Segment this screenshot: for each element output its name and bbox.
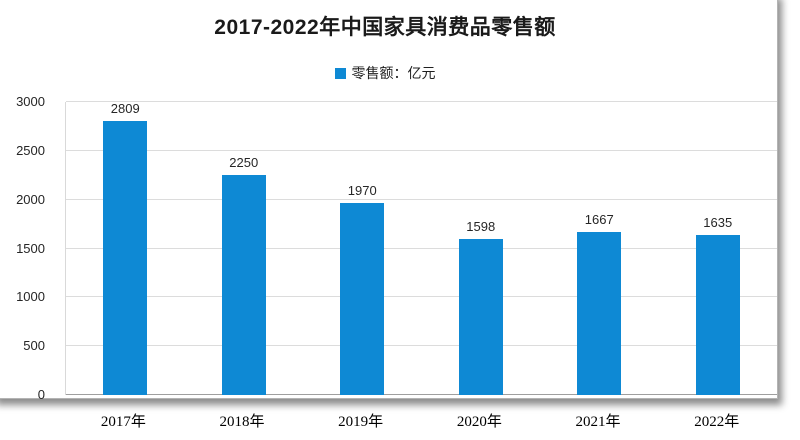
- x-tick-label: 2019年: [338, 414, 384, 430]
- y-axis-labels: 0 500 1000 1500 2000 2500 3000: [0, 94, 57, 402]
- x-axis-labels: 2017年 2018年 2019年 2020年 2021年 2022年: [64, 410, 776, 431]
- x-tick-label: 2021年: [575, 414, 621, 430]
- y-tick-label: 2000: [16, 191, 45, 207]
- legend-swatch-icon: [334, 67, 346, 79]
- bar: [695, 235, 740, 395]
- bar-value-label: 1667: [584, 212, 614, 228]
- y-tick-label: 0: [37, 387, 45, 402]
- bar-slot: 1667: [540, 102, 659, 395]
- chart-title: 2017-2022年中国家具消费品零售额: [214, 16, 556, 39]
- bar: [458, 238, 503, 395]
- gridline: [66, 296, 777, 298]
- gridline: [66, 247, 777, 249]
- bar: [221, 175, 266, 395]
- bar-value-label: 1970: [347, 182, 377, 198]
- y-tick-label: 2500: [16, 142, 45, 158]
- bars: 2809 2250 1970 1598 1667 1635: [66, 100, 778, 395]
- bar-slot: 2809: [66, 100, 185, 395]
- y-tick-label: 1000: [16, 289, 45, 305]
- y-tick-label: 500: [23, 338, 45, 354]
- bar-value-label: 2250: [229, 155, 259, 171]
- y-tick-label: 3000: [16, 94, 45, 109]
- legend: 零售额：亿元: [0, 63, 777, 83]
- bar-slot: 1635: [659, 102, 778, 395]
- bar-value-label: 1598: [466, 218, 496, 234]
- gridline: [66, 345, 777, 347]
- x-tick-label: 2017年: [100, 414, 146, 430]
- plot-area: 2809 2250 1970 1598 1667 1635: [65, 100, 778, 395]
- gridline: [66, 394, 777, 395]
- bar-slot: 1598: [422, 102, 541, 395]
- x-tick-label: 2022年: [694, 414, 740, 430]
- legend-label: 零售额：亿元: [351, 65, 436, 81]
- bar-value-label: 1635: [703, 215, 733, 231]
- bar: [340, 202, 385, 395]
- bar-slot: 1970: [303, 102, 422, 395]
- x-tick-label: 2018年: [219, 414, 265, 430]
- gridline: [66, 101, 777, 102]
- chart-panel: 2017-2022年中国家具消费品零售额 零售额：亿元 0 500 1000 1500…: [0, 0, 778, 402]
- bar-value-label: 2809: [110, 100, 140, 116]
- bar: [577, 232, 622, 395]
- y-tick-label: 1500: [16, 240, 45, 256]
- bar: [103, 120, 148, 395]
- gridline: [66, 198, 777, 200]
- x-tick-label: 2020年: [456, 414, 502, 430]
- gridline: [66, 149, 777, 151]
- bar-slot: 2250: [185, 102, 304, 395]
